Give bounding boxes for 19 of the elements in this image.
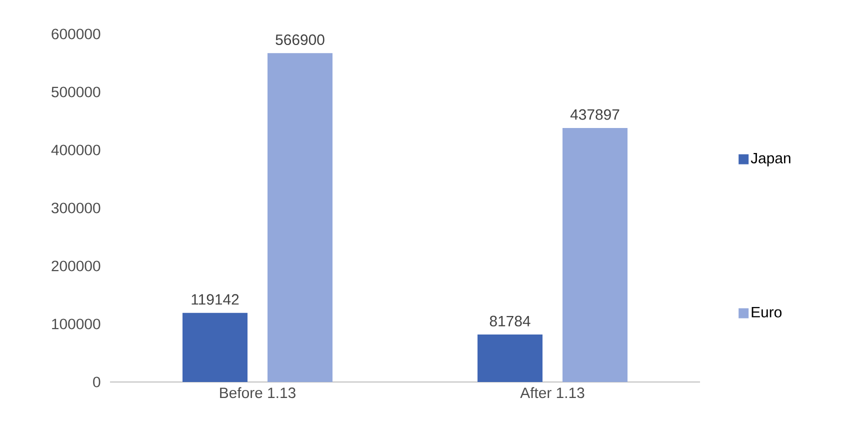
x-tick-label: Before 1.13 <box>220 387 296 398</box>
y-tick-label: 0 <box>93 376 100 388</box>
y-tick-label: 200000 <box>52 260 100 272</box>
bar <box>478 334 543 382</box>
bar <box>182 312 248 382</box>
legend-label: Euro <box>752 307 782 318</box>
data-label: 119142 <box>192 294 239 305</box>
bar <box>562 128 628 382</box>
y-tick-label: 100000 <box>52 318 100 330</box>
y-tick-label: 500000 <box>52 86 100 98</box>
x-tick-label: After 1.13 <box>520 387 584 398</box>
legend-label: Japan <box>750 153 790 166</box>
data-label: 81784 <box>490 316 530 326</box>
y-tick-label: 300000 <box>52 202 100 214</box>
data-label: 437897 <box>570 109 620 120</box>
y-tick-label: 400000 <box>51 144 100 156</box>
data-label: 566900 <box>276 34 324 45</box>
y-tick-label: 600000 <box>52 28 100 40</box>
bar <box>268 53 333 382</box>
